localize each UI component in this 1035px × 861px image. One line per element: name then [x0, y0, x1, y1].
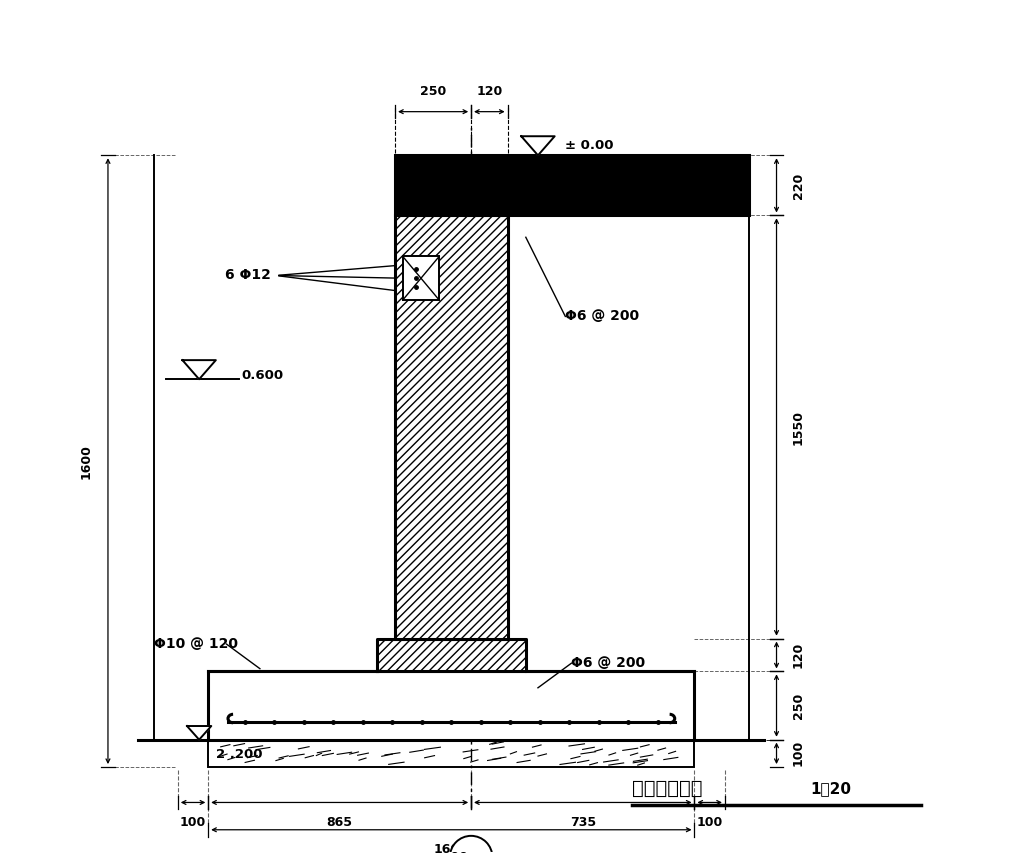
Text: 735: 735 — [569, 816, 596, 829]
Polygon shape — [522, 136, 555, 155]
Text: 100: 100 — [792, 740, 805, 766]
Text: 6 Φ12: 6 Φ12 — [225, 269, 271, 282]
Text: 60: 60 — [508, 666, 526, 679]
Text: 100: 100 — [697, 816, 722, 829]
Text: 100: 100 — [180, 816, 206, 829]
Circle shape — [450, 836, 493, 861]
Bar — [395, 215, 507, 639]
Text: 120: 120 — [476, 85, 502, 98]
Bar — [208, 672, 694, 740]
Bar — [395, 155, 749, 215]
Bar — [395, 215, 507, 639]
Text: 1600: 1600 — [434, 844, 469, 857]
Text: 1550: 1550 — [792, 410, 805, 444]
Text: 0.600: 0.600 — [242, 369, 284, 381]
Text: 220: 220 — [792, 172, 805, 199]
Polygon shape — [377, 639, 526, 672]
Text: 2 .200: 2 .200 — [216, 748, 262, 761]
Text: ± 0.00: ± 0.00 — [565, 139, 614, 152]
Text: 条形基础详图: 条形基础详图 — [632, 778, 703, 797]
Text: 1600: 1600 — [80, 443, 93, 479]
Text: Φ6 @ 200: Φ6 @ 200 — [571, 656, 646, 670]
Text: 250: 250 — [420, 85, 446, 98]
Text: 120: 120 — [792, 642, 805, 668]
Bar — [403, 257, 439, 300]
Polygon shape — [182, 360, 216, 379]
Text: Φ10 @ 120: Φ10 @ 120 — [153, 637, 238, 651]
Polygon shape — [187, 726, 211, 740]
Text: Φ6 @ 200: Φ6 @ 200 — [565, 309, 640, 324]
Bar — [208, 740, 694, 767]
Text: 1：20: 1：20 — [810, 781, 852, 796]
Text: 865: 865 — [327, 816, 353, 829]
Text: 60: 60 — [378, 666, 394, 679]
Text: 250: 250 — [792, 692, 805, 719]
